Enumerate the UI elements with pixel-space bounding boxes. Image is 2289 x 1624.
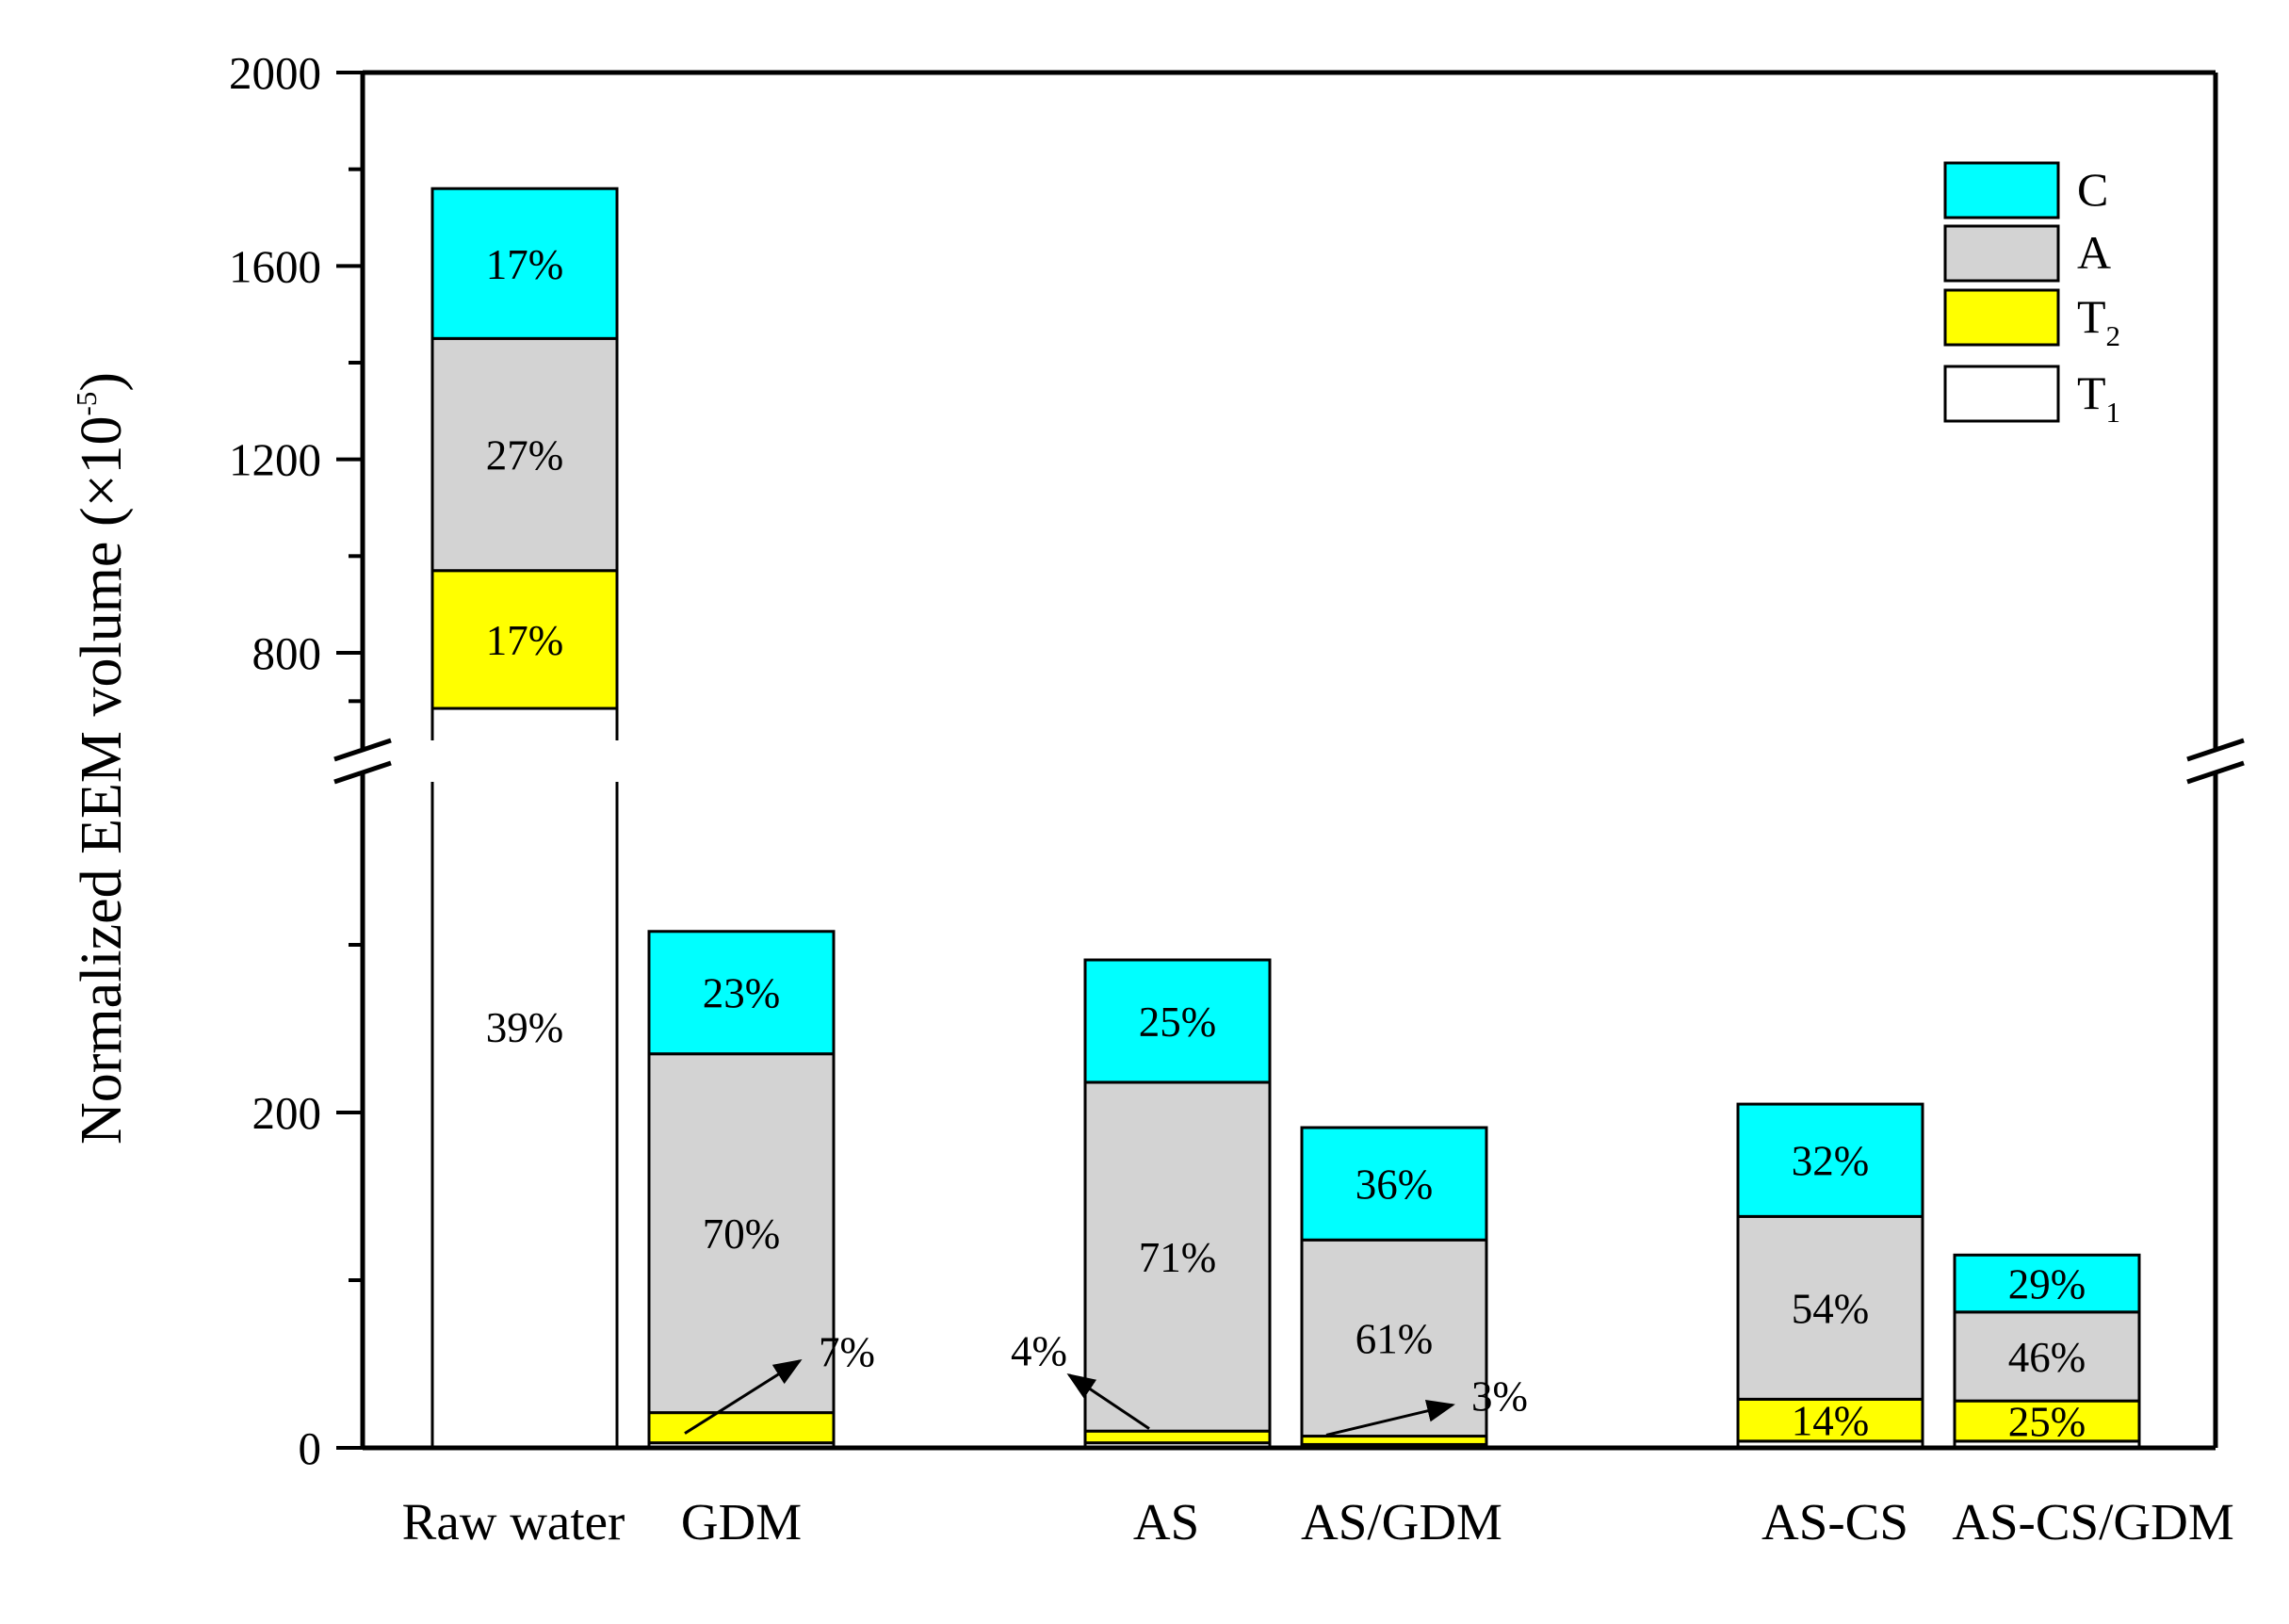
label-as-gdm-c: 36% [1356, 1161, 1434, 1209]
bar-as-cs-gdm-a [1953, 1310, 2141, 1403]
x-label-raw-water: Raw water [402, 1493, 625, 1551]
label-gdm-c: 23% [703, 970, 781, 1017]
y-axis-label-exponent: -5 [70, 392, 103, 416]
x-label-as-cs-gdm: AS-CS/GDM [1952, 1493, 2234, 1551]
legend-label-c: C [2077, 163, 2108, 216]
x-label-gdm: GDM [681, 1493, 802, 1551]
label-as-a: 71% [1139, 1234, 1217, 1281]
label-as-cs-gdm-t2: 25% [2008, 1399, 2086, 1446]
axis-break-mark-left-2 [333, 760, 392, 785]
annotation-as-t2-text: 4% [1011, 1328, 1067, 1375]
annotation-gdm-t2-arrow [684, 1359, 803, 1435]
bars-layer [430, 187, 2141, 1450]
legend-swatch-t2 [1943, 288, 2060, 347]
y-tick-label-200: 200 [252, 1087, 322, 1139]
legend-swatch-c [1943, 161, 2060, 219]
legend-label-a: A [2077, 226, 2111, 279]
bar-raw-water-t1-fill [432, 708, 617, 1448]
label-raw-water-c: 17% [486, 241, 564, 288]
bar-as-t2 [1083, 1429, 1272, 1445]
legend-subscript-t2: 2 [2106, 319, 2121, 352]
y-tick-label-800: 800 [252, 627, 322, 679]
y-axis-label: Normalized EEM volume (×10-5) [70, 372, 134, 1145]
label-gdm-a: 70% [703, 1210, 781, 1258]
x-label-as-gdm: AS/GDM [1301, 1493, 1502, 1551]
legend-subscript-t1: 1 [2106, 396, 2121, 429]
bar-raw-water-t1 [430, 706, 619, 1448]
annotation-gdm-t2-text: 7% [819, 1329, 875, 1376]
axis-break-mark-left-1 [333, 738, 392, 762]
y-axis-label-text: Normalized EEM volume (×10 [70, 415, 134, 1145]
annotation-as-gdm-t2-arrow [1325, 1400, 1455, 1437]
y-tick-label-2000: 2000 [229, 47, 321, 99]
axis-break-mark-right-1 [2186, 738, 2245, 762]
label-as-c: 25% [1139, 999, 1217, 1046]
bar-as-c [1083, 958, 1272, 1084]
x-label-as-cs: AS-CS [1761, 1493, 1908, 1551]
label-as-cs-t2: 14% [1792, 1398, 1870, 1445]
annotation-as-t2-arrow [1066, 1372, 1150, 1430]
axes: 0 200 800 1200 1600 2000 Raw water GDM AS AS/GDM A… [229, 47, 2245, 1551]
bar-raw-water-c [430, 187, 619, 340]
legend-label-t1: T1 [2077, 366, 2120, 429]
axis-break-mark-right-2 [2186, 760, 2245, 785]
annotation-as-gdm-t2-text: 3% [1471, 1372, 1528, 1420]
label-as-cs-c: 32% [1792, 1138, 1870, 1185]
bar-raw-water-t2 [430, 569, 619, 710]
bar-as-gdm-c [1300, 1126, 1488, 1242]
label-as-cs-a: 54% [1792, 1285, 1870, 1332]
bar-gdm-t2 [647, 1411, 836, 1445]
x-label-as: AS [1133, 1493, 1199, 1551]
bar-as-cs-gdm-c [1953, 1253, 2141, 1314]
label-as-cs-gdm-c: 29% [2008, 1261, 2086, 1308]
bar-as-a [1083, 1080, 1272, 1433]
y-tick-label-1200: 1200 [229, 434, 321, 486]
label-raw-water-a: 27% [486, 432, 564, 479]
bar-raw-water-a [430, 336, 619, 573]
legend-swatch-a [1943, 224, 2060, 283]
label-raw-water-t2: 17% [486, 617, 564, 664]
bar-as-cs-c [1736, 1102, 1924, 1218]
label-as-gdm-a: 61% [1356, 1315, 1434, 1362]
bar-as-cs-gdm-t2 [1953, 1399, 2141, 1443]
y-tick-label-1600: 1600 [229, 240, 321, 292]
label-raw-water-t1: 39% [486, 1004, 564, 1051]
bar-gdm-a [647, 1052, 836, 1415]
legend-label-t2: T2 [2077, 290, 2120, 352]
label-as-cs-gdm-a: 46% [2008, 1334, 2086, 1381]
bar-labels-layer: 17% 27% 17% 39% 23% 70% 25% 71% 36% 61% 32% 54% 14% 2… [486, 241, 2086, 1446]
y-tick-label-0: 0 [299, 1422, 322, 1474]
bar-gdm-c [647, 930, 836, 1056]
bar-as-cs-a [1736, 1214, 1924, 1401]
y-axis-label-close: ) [70, 372, 134, 392]
legend-swatch-t1 [1943, 365, 2060, 423]
legend: CA T2 T1 [1943, 161, 2120, 429]
